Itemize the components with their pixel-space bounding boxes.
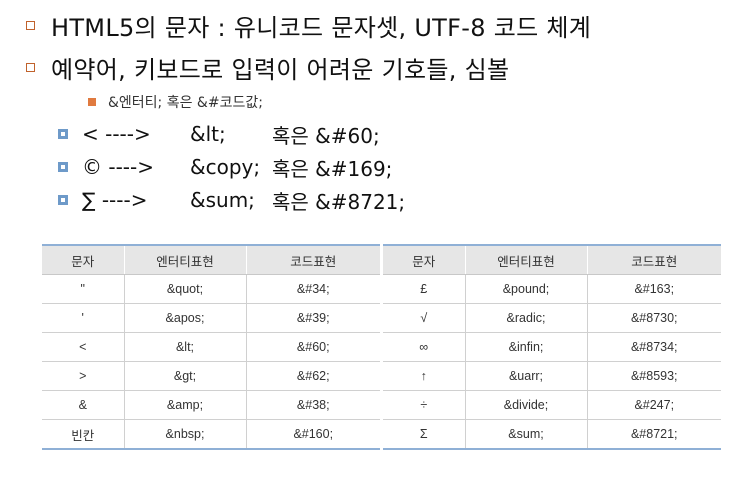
entity-item-1: < ----> &lt; 혹은 &#60; (58, 120, 380, 148)
table-row: < &lt; &#60; (42, 332, 380, 362)
cell-entity: &radic; (465, 303, 588, 333)
cell-code: &#62; (246, 361, 380, 391)
cell-entity: &nbsp; (124, 419, 247, 450)
cell-code: &#8730; (587, 303, 721, 333)
item-symbol: © ----> (82, 155, 154, 179)
table-row: ÷ &divide; &#247; (383, 390, 721, 420)
cell-code: &#8734; (587, 332, 721, 362)
entity-table-left: 문자 엔터티표현 코드표현 " &quot; &#34; ' &apos; &#… (42, 244, 380, 450)
cell-entity: &pound; (465, 274, 588, 304)
cell-code: &#38; (246, 390, 380, 420)
cell-char: √ (383, 303, 466, 333)
cell-code: &#8721; (587, 419, 721, 450)
cell-char: Σ (383, 419, 466, 450)
item-entity: &sum; (190, 188, 255, 212)
cell-char: ' (42, 303, 125, 333)
item-entity: &lt; (190, 122, 226, 146)
cell-char: " (42, 274, 125, 304)
filled-square-bullet-icon (88, 98, 96, 106)
cell-entity: &gt; (124, 361, 247, 391)
cell-entity: &sum; (465, 419, 588, 450)
item-code: 혹은 &#60; (272, 123, 380, 148)
table-row: ' &apos; &#39; (42, 303, 380, 333)
square-bullet-icon (58, 195, 68, 205)
cell-char: ↑ (383, 361, 466, 391)
cell-entity: &uarr; (465, 361, 588, 391)
header-code: 코드표현 (587, 244, 721, 275)
item-code: 혹은 &#8721; (272, 189, 406, 214)
cell-char: ÷ (383, 390, 466, 420)
entity-item-2: © ----> &copy; 혹은 &#169; (58, 153, 392, 181)
header-entity: 엔터티표현 (465, 244, 588, 275)
cell-code: &#39; (246, 303, 380, 333)
table-row: £ &pound; &#163; (383, 274, 721, 304)
header-char: 문자 (383, 244, 466, 275)
square-bullet-icon (58, 129, 68, 139)
table-separator (380, 244, 383, 451)
cell-char: £ (383, 274, 466, 304)
square-bullet-icon (58, 162, 68, 172)
cell-entity: &lt; (124, 332, 247, 362)
table-header-row: 문자 엔터티표현 코드표현 (42, 244, 380, 275)
cell-char: & (42, 390, 125, 420)
cell-entity: &infin; (465, 332, 588, 362)
bullet-line-1: HTML5의 문자 : 유니코드 문자셋, UTF-8 코드 체계 (26, 8, 591, 42)
cell-code: &#34; (246, 274, 380, 304)
table-row: " &quot; &#34; (42, 274, 380, 304)
table-row: 빈칸 &nbsp; &#160; (42, 419, 380, 450)
cell-char: ∞ (383, 332, 466, 362)
bullet-line-2: 예약어, 키보드로 입력이 어려운 기호들, 심볼 (26, 50, 509, 84)
hollow-square-bullet-icon (26, 20, 35, 30)
cell-char: < (42, 332, 125, 362)
bullet-text: 예약어, 키보드로 입력이 어려운 기호들, 심볼 (51, 55, 510, 84)
cell-code: &#163; (587, 274, 721, 304)
cell-entity: &amp; (124, 390, 247, 420)
hollow-square-bullet-icon (26, 62, 35, 72)
item-entity: &copy; (190, 155, 261, 179)
sub-bullet-text: &엔터티; 혹은 &#코드값; (108, 95, 263, 111)
item-code: 혹은 &#169; (272, 156, 393, 181)
cell-code: &#247; (587, 390, 721, 420)
cell-entity: &apos; (124, 303, 247, 333)
table-row: & &amp; &#38; (42, 390, 380, 420)
sub-bullet-line: &엔터티; 혹은 &#코드값; (88, 92, 263, 112)
table-row: √ &radic; &#8730; (383, 303, 721, 333)
cell-code: &#60; (246, 332, 380, 362)
entity-item-3: ∑ ----> &sum; 혹은 &#8721; (58, 186, 405, 214)
table-header-row: 문자 엔터티표현 코드표현 (383, 244, 721, 275)
table-row: ↑ &uarr; &#8593; (383, 361, 721, 391)
table-row: Σ &sum; &#8721; (383, 419, 721, 450)
cell-char: > (42, 361, 125, 391)
bullet-text: HTML5의 문자 : 유니코드 문자셋, UTF-8 코드 체계 (51, 13, 592, 42)
cell-entity: &quot; (124, 274, 247, 304)
table-row: ∞ &infin; &#8734; (383, 332, 721, 362)
cell-code: &#160; (246, 419, 380, 450)
header-code: 코드표현 (246, 244, 380, 275)
table-row: > &gt; &#62; (42, 361, 380, 391)
entity-table-right: 문자 엔터티표현 코드표현 £ &pound; &#163; √ &radic;… (383, 244, 721, 450)
header-entity: 엔터티표현 (124, 244, 247, 275)
cell-char: 빈칸 (42, 419, 125, 450)
header-char: 문자 (42, 244, 125, 275)
item-symbol: ∑ ----> (82, 188, 148, 212)
cell-entity: &divide; (465, 390, 588, 420)
item-symbol: < ----> (82, 122, 151, 146)
cell-code: &#8593; (587, 361, 721, 391)
